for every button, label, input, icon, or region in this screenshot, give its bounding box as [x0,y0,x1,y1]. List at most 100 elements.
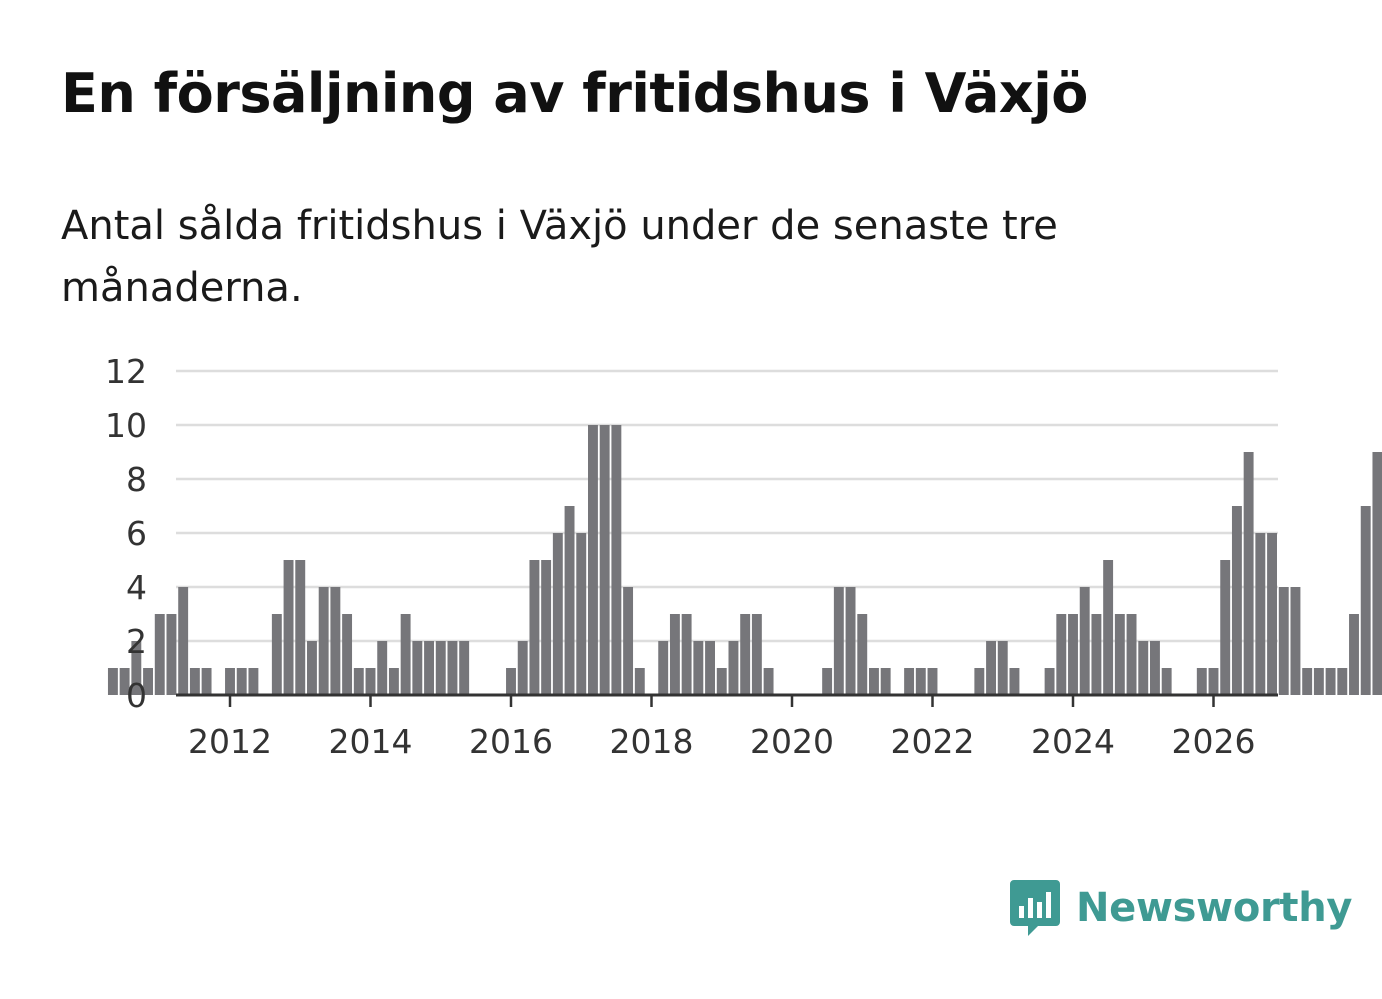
brand-logo: Newsworthy [1008,878,1353,938]
bar [869,668,879,695]
bar [564,506,575,695]
x-tick-label: 2022 [891,722,975,761]
bar [248,668,259,695]
bar [189,668,200,695]
bar [1161,668,1172,695]
bar [201,668,212,695]
bar [400,614,411,695]
bar [1255,533,1266,695]
bar [1278,587,1289,695]
bar [623,587,634,695]
bar [681,614,692,695]
bar [1313,668,1324,695]
bar [388,668,399,695]
x-tick-label: 2024 [1031,722,1115,761]
bar [740,614,751,695]
bar [447,641,458,695]
bar [143,668,153,695]
bar [728,641,739,695]
bar [1056,614,1067,695]
y-tick-label: 0 [126,676,147,715]
bar [377,641,388,695]
bar [166,614,177,695]
bar [705,641,715,695]
y-axis-labels: 0 2 4 6 8 10 12 [105,352,147,715]
bar [459,641,470,695]
bar [517,641,528,695]
bar [1150,641,1160,695]
bar [552,533,563,695]
bar [915,668,926,695]
bar [295,560,306,695]
bar [693,641,704,695]
bar [927,668,938,695]
y-tick-label: 10 [105,406,147,445]
bar [1325,668,1336,695]
bar [1372,452,1382,695]
x-tick-label: 2026 [1172,722,1256,761]
bar [845,587,856,695]
bar [365,668,376,695]
bar [1220,560,1231,695]
bar [599,425,610,695]
bar [107,668,118,695]
bar [611,425,622,695]
bar [669,614,680,695]
bar [880,668,891,695]
bar [904,668,915,695]
bar [1302,668,1313,695]
bar [236,668,247,695]
bar [1126,614,1137,695]
x-tick-label: 2016 [469,722,553,761]
x-tick-label: 2018 [610,722,694,761]
y-tick-label: 8 [126,460,147,499]
bar [1138,641,1149,695]
chart-title: En försäljning av fritidshus i Växjö [61,62,1088,125]
bar [1290,587,1301,695]
bar [1360,506,1371,695]
bar [986,641,996,695]
bar [424,641,434,695]
bar [1231,506,1242,695]
y-tick-label: 4 [126,568,147,607]
bar [1243,452,1254,695]
bar [225,668,235,695]
bar [154,614,165,695]
bar [1114,614,1125,695]
bar [330,587,341,695]
bar [751,614,762,695]
bar [822,668,833,695]
bar [974,668,985,695]
bar [1044,668,1055,695]
bar [342,614,353,695]
bar [1068,614,1078,695]
x-tick-label: 2014 [329,722,413,761]
bar [634,668,645,695]
bar [857,614,868,695]
bar [529,560,540,695]
bar [541,560,552,695]
x-tick-label: 2012 [188,722,272,761]
bar [119,668,130,695]
bar [763,668,774,695]
bar [412,641,423,695]
bar [435,641,446,695]
x-axis-labels: 2012 2014 2016 2018 2020 2022 2024 2026 [188,722,1255,761]
bar [1337,668,1348,695]
bar [131,641,142,695]
y-tick-label: 2 [126,622,147,661]
bar [506,668,516,695]
bars [107,425,1382,695]
bar [283,560,294,695]
bar [1079,587,1090,695]
bar [1196,668,1207,695]
bar [833,587,844,695]
bar [1208,668,1219,695]
x-axis-ticks [228,695,1215,707]
bar [1103,560,1114,695]
x-tick-label: 2020 [750,722,834,761]
bar [1009,668,1020,695]
brand-name: Newsworthy [1076,885,1353,931]
bar [307,641,317,695]
